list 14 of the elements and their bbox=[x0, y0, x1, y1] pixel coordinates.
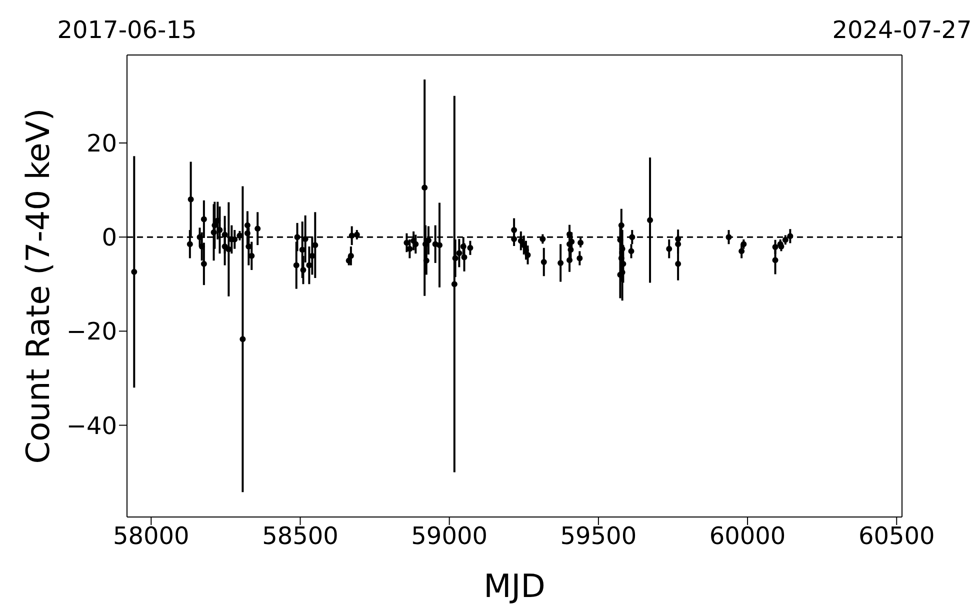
x-tick-label: 59000 bbox=[411, 522, 488, 550]
y-tick-label: −20 bbox=[66, 318, 117, 346]
x-tick-label: 60000 bbox=[709, 522, 786, 550]
y-axis-title: Count Rate (7-40 keV) bbox=[19, 108, 57, 464]
y-tick-label: 0 bbox=[102, 224, 117, 252]
x-tick-label: 59500 bbox=[560, 522, 637, 550]
x2-tick-label: 2024-07-27 bbox=[832, 16, 972, 44]
x-tick-label: 58000 bbox=[112, 522, 190, 550]
x2-tick-label: 2017-06-15 bbox=[57, 16, 197, 44]
x-tick-label: 58500 bbox=[262, 522, 338, 550]
x-axis-title: MJD bbox=[484, 567, 546, 605]
y-tick-label: −40 bbox=[66, 412, 117, 440]
y-tick-label: 20 bbox=[86, 130, 117, 158]
x-tick-label: 60500 bbox=[858, 522, 935, 550]
